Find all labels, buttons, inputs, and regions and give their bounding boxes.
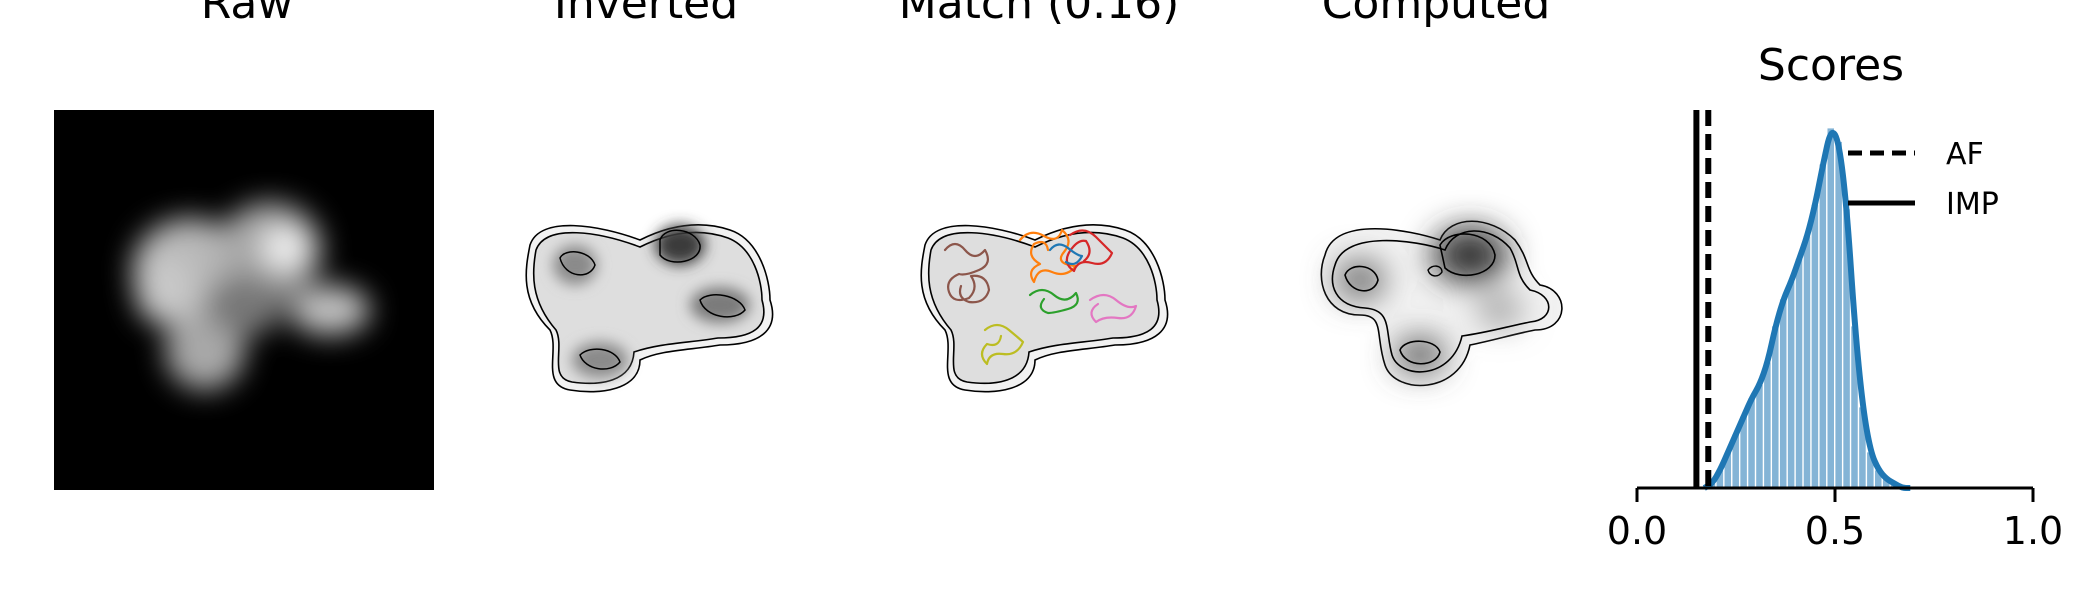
- raw-image: [54, 110, 434, 490]
- histogram-bar: [1795, 258, 1804, 489]
- x-axis-ticks: 0.0 0.5 1.0: [1607, 488, 2063, 553]
- chain-pink: [1088, 293, 1138, 324]
- match-overlay: [920, 224, 1169, 393]
- match-panel-title: Match (0.16): [898, 0, 1180, 29]
- raw-panel-title: Raw: [200, 0, 294, 29]
- chain-orange: [1018, 228, 1078, 284]
- chain-red: [1065, 229, 1114, 273]
- histogram-bar: [1826, 127, 1835, 489]
- histogram-bar: [1755, 384, 1764, 489]
- chain-brown: [943, 242, 991, 304]
- histogram-bar: [1802, 235, 1812, 489]
- x-tick-label: 1.0: [2003, 509, 2063, 553]
- chain-olive: [980, 323, 1025, 366]
- legend-imp-label: IMP: [1946, 187, 1999, 222]
- histogram-bar: [1779, 298, 1788, 489]
- scores-chart: 0.0 0.5 1.0 AF IMP: [1607, 110, 2063, 553]
- computed-panel-title: Computed: [1321, 0, 1551, 29]
- histogram-bar: [1818, 163, 1827, 489]
- chain-blue: [1048, 243, 1084, 266]
- histogram-bar: [1763, 361, 1772, 489]
- computed-density-map: [1320, 220, 1563, 387]
- chain-green: [1028, 288, 1079, 315]
- histogram-bar: [1787, 280, 1796, 489]
- x-tick-label: 0.0: [1607, 509, 1667, 553]
- kde-curve: [1702, 129, 1911, 491]
- inverted-panel-title: Inverted: [553, 0, 739, 29]
- histogram-bar: [1810, 204, 1819, 489]
- legend-af-label: AF: [1946, 137, 1984, 172]
- x-tick-label: 0.5: [1805, 509, 1865, 553]
- scores-chart-title: Scores: [1757, 40, 1905, 91]
- inverted-density-map: [525, 224, 774, 393]
- legend: AF IMP: [1848, 137, 1999, 222]
- histogram-bars: [1707, 127, 1899, 489]
- histogram-bar: [1834, 141, 1843, 489]
